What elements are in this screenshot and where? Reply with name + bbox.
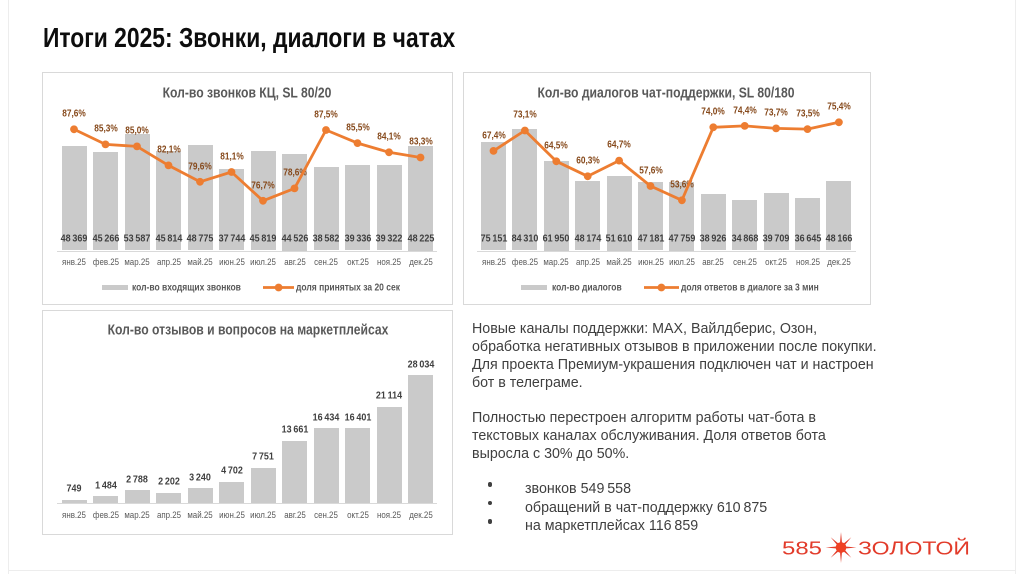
svg-text:ЗОЛОТОЙ: ЗОЛОТОЙ <box>858 538 970 559</box>
svg-text:585: 585 <box>782 538 822 559</box>
